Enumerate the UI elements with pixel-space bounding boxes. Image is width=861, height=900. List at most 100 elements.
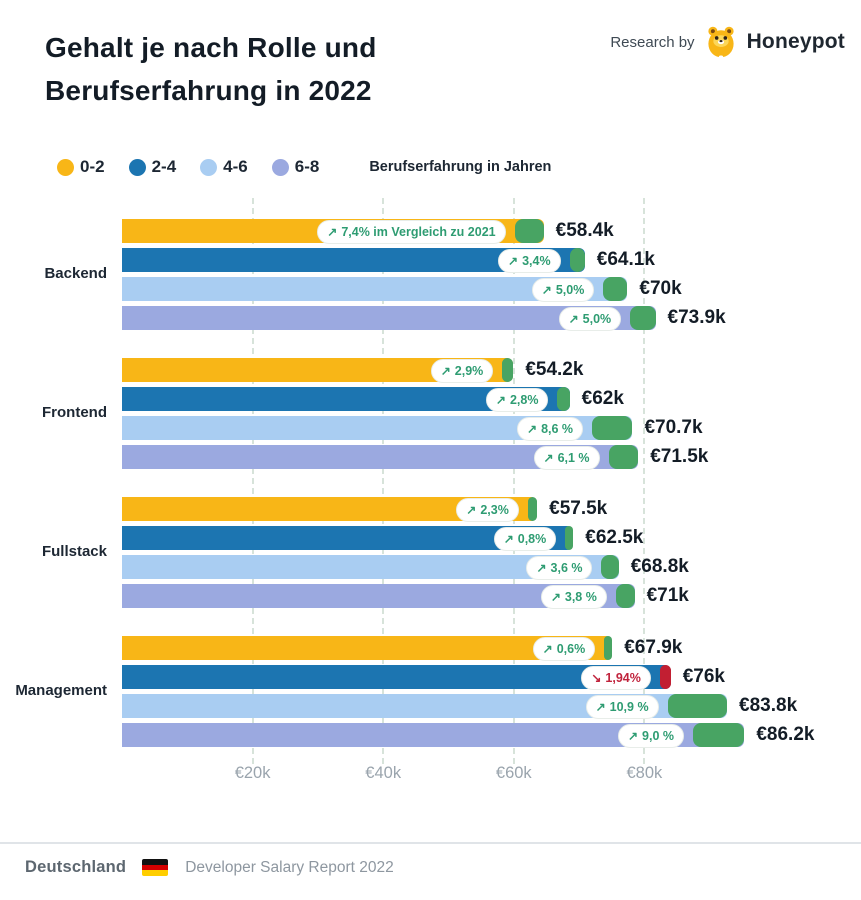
bar-value-label: €58.4k	[555, 220, 614, 241]
bar-value-label: €83.8k	[739, 695, 798, 716]
page-title: Gehalt je nach Rolle und Berufserfahrung…	[45, 26, 377, 112]
change-badge-label: 5,0%	[582, 312, 612, 326]
trend-up-icon: ↗	[527, 422, 538, 436]
group-label-frontend: Frontend	[42, 404, 107, 421]
bar-tip-increase	[601, 555, 619, 579]
legend-item-label: 0-2	[80, 157, 105, 176]
bar-tip-increase	[565, 526, 574, 550]
bar-row-frontend-6-8: ↗ 6,1 % €71.5k	[122, 445, 708, 470]
trend-up-icon: ↗	[327, 225, 338, 239]
change-badge: ↗ 2,8%	[485, 388, 549, 412]
bar-value-label: €70.7k	[644, 417, 703, 438]
change-badge: ↘ 1,94%	[581, 666, 651, 690]
bar-tip-increase	[692, 723, 745, 747]
trend-up-icon: ↗	[541, 283, 552, 297]
bar-segment-0-2	[122, 636, 613, 660]
gridline	[382, 198, 385, 764]
bar-row-backend-4-6: ↗ 5,0% €70k	[122, 277, 682, 302]
group-label-fullstack: Fullstack	[41, 543, 107, 560]
country-label: Deutschland	[25, 858, 127, 876]
bar-value-label: €62.5k	[585, 527, 644, 548]
legend-swatch-icon	[128, 158, 146, 176]
report-title: Developer Salary Report 2022	[185, 858, 394, 876]
honeypot-bear-icon	[703, 24, 739, 60]
bar-value-label: €86.2k	[756, 724, 815, 745]
bar-row-frontend-0-2: ↗ 2,9% €54.2k	[122, 358, 583, 383]
gridline	[512, 198, 515, 764]
research-by-label: Research by	[610, 33, 695, 51]
change-badge: ↗ 0,8%	[493, 527, 557, 551]
bar-row-management-4-6: ↗ 10,9 % €83.8k	[122, 694, 797, 719]
gridline	[251, 198, 254, 764]
bar-tip-increase	[514, 219, 544, 243]
gridline	[643, 198, 646, 764]
change-badge: ↗ 3,8 %	[540, 585, 607, 609]
change-badge-label: 9,0 %	[642, 729, 674, 743]
trend-up-icon: ↗	[542, 642, 553, 656]
change-badge-label: 3,4%	[522, 254, 551, 268]
bar-value-label: €54.2k	[525, 359, 584, 380]
change-badge-label: 1,94%	[605, 671, 641, 685]
bar-value-label: €62k	[581, 388, 624, 409]
legend-item-label: 4-6	[223, 157, 248, 176]
bar-tip-increase	[557, 387, 570, 411]
bar-value-label: €57.5k	[549, 498, 608, 519]
brand-block: Research by Honeypot	[610, 24, 845, 60]
bar-value-label: €71.5k	[650, 446, 709, 467]
change-badge: ↗ 10,9 %	[585, 695, 659, 719]
bar-row-fullstack-4-6: ↗ 3,6 % €68.8k	[122, 555, 689, 580]
bar-tip-increase	[527, 497, 538, 521]
footer: Deutschland Developer Salary Report 2022	[25, 858, 394, 877]
bar-row-fullstack-2-4: ↗ 0,8% €62.5k	[122, 526, 643, 551]
change-badge: ↗ 9,0 %	[617, 724, 684, 748]
bar-row-backend-6-8: ↗ 5,0% €73.9k	[122, 306, 726, 331]
bar-tip-increase	[569, 248, 585, 272]
axis-tick-label: €60k	[495, 764, 532, 782]
change-badge: ↗ 5,0%	[531, 278, 595, 302]
change-badge: ↗ 5,0%	[558, 307, 622, 331]
trend-up-icon: ↗	[503, 532, 514, 546]
bar-row-fullstack-0-2: ↗ 2,3% €57.5k	[122, 497, 607, 522]
change-badge-label: 8,6 %	[541, 422, 574, 436]
legend-item-label: 6-8	[294, 157, 320, 176]
bar-value-label: €73.9k	[667, 307, 726, 328]
bar-value-label: €67.9k	[624, 637, 683, 658]
trend-up-icon: ↗	[543, 451, 554, 465]
bar-row-management-0-2: ↗ 0,6% €67.9k	[122, 636, 682, 661]
trend-down-icon: ↘	[591, 671, 602, 685]
bar-tip-increase	[604, 636, 613, 660]
change-badge: ↗ 3,4%	[498, 249, 561, 273]
change-badge-label: 10,9 %	[609, 700, 649, 714]
trend-up-icon: ↗	[536, 561, 547, 575]
bar-value-label: €68.8k	[630, 556, 689, 577]
legend-item-6-8: 6-8	[271, 157, 320, 177]
legend-swatch-icon	[271, 158, 289, 176]
legend: 0-2 2-4 4-6 6-8 Berufserfahrung in Jahren	[57, 157, 551, 177]
trend-up-icon: ↗	[440, 364, 451, 378]
trend-up-icon: ↗	[568, 312, 579, 326]
axis-tick-label: €40k	[365, 764, 402, 782]
axis-tick-label: €80k	[626, 764, 663, 782]
change-badge-label: 5,0%	[555, 283, 585, 297]
axis-tick-label: €20k	[234, 764, 271, 782]
change-badge: ↗ 7,4% im Vergleich zu 2021	[317, 220, 506, 244]
change-badge: ↗ 0,6%	[532, 637, 596, 661]
change-badge-label: 0,6%	[556, 642, 586, 656]
change-badge-label: 7,4% im Vergleich zu 2021	[341, 225, 496, 239]
legend-caption: Berufserfahrung in Jahren	[369, 159, 552, 175]
change-badge: ↗ 2,3%	[456, 498, 519, 522]
brand-name: Honeypot	[746, 30, 845, 53]
change-badge-label: 3,8 %	[564, 590, 597, 604]
trend-up-icon: ↗	[627, 729, 639, 743]
legend-item-2-4: 2-4	[128, 157, 176, 177]
bar-row-frontend-4-6: ↗ 8,6 % €70.7k	[122, 416, 703, 441]
bar-value-label: €70k	[639, 278, 682, 299]
change-badge-label: 3,6 %	[550, 561, 583, 575]
legend-swatch-icon	[57, 158, 74, 176]
bar-tip-increase	[608, 445, 639, 469]
bar-tip-increase	[615, 584, 635, 608]
trend-up-icon: ↗	[508, 254, 519, 268]
bar-row-management-2-4: ↘ 1,94% €76k	[122, 665, 725, 690]
change-badge-label: 2,3%	[480, 503, 509, 517]
trend-up-icon: ↗	[595, 700, 606, 714]
